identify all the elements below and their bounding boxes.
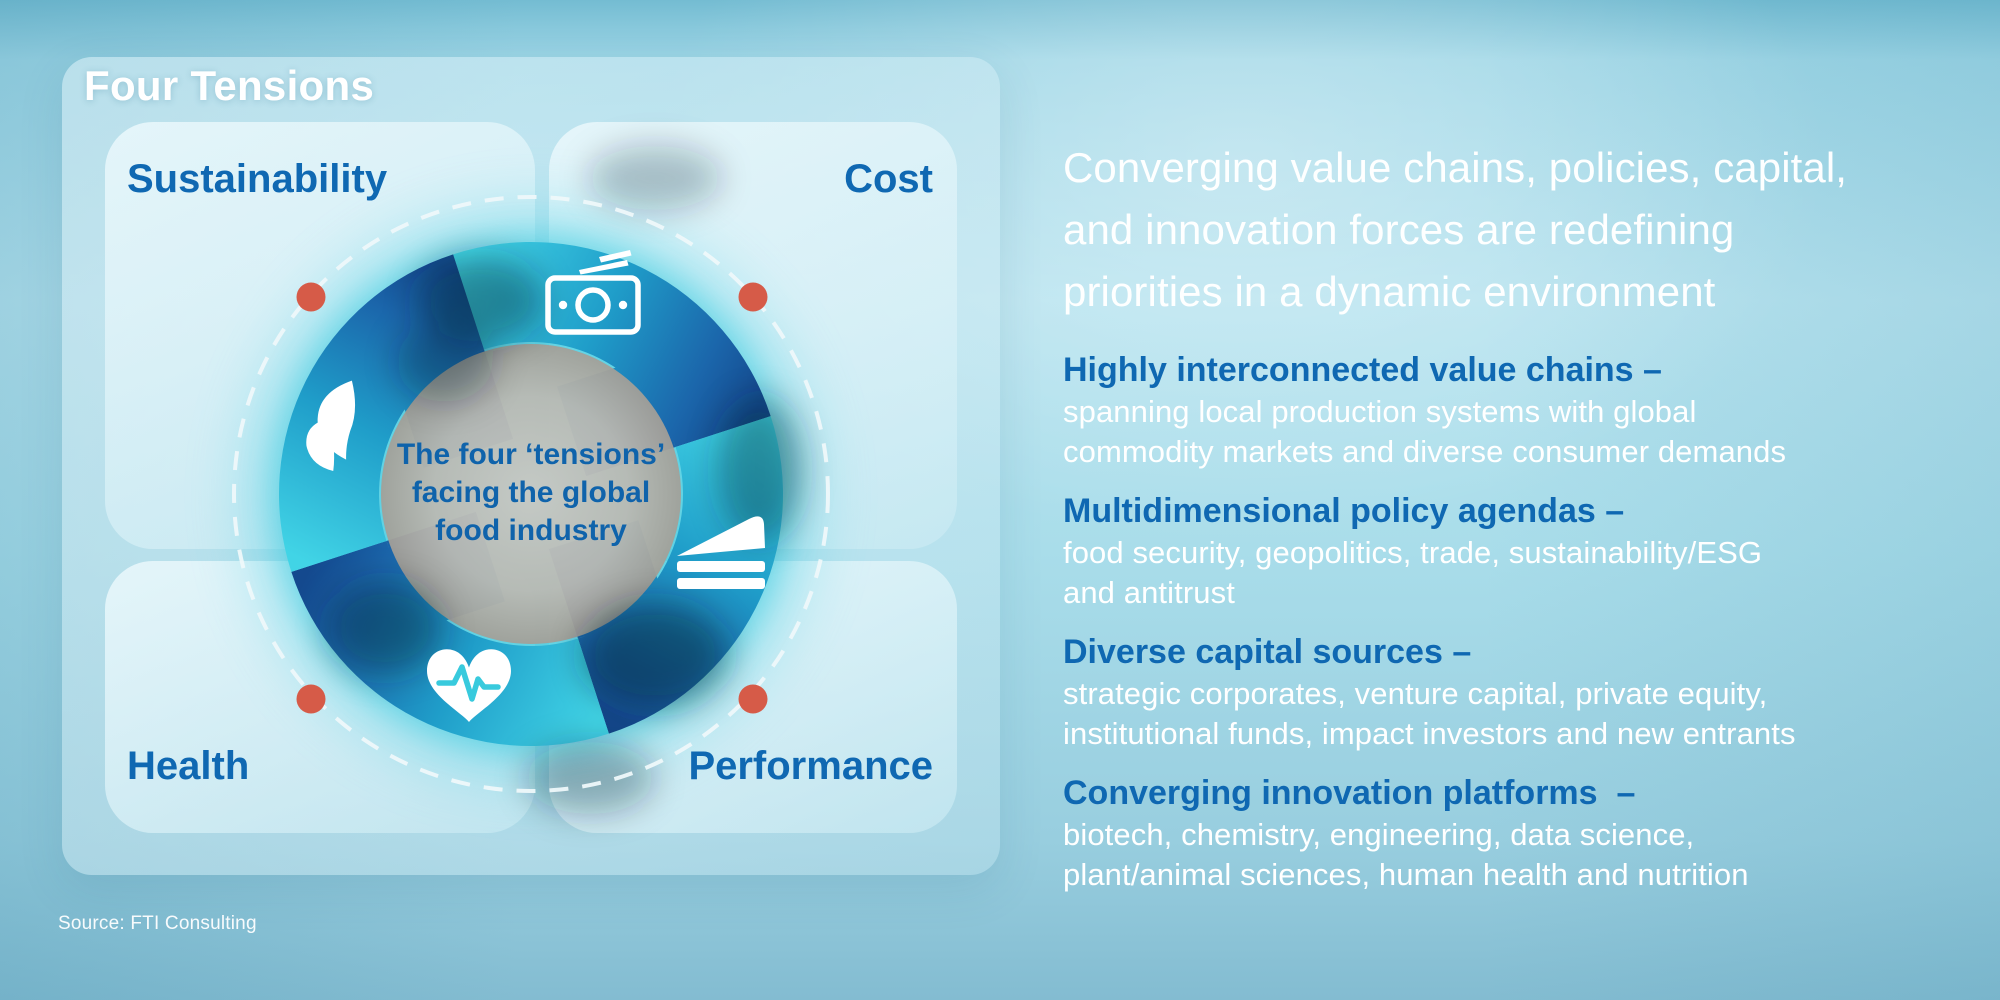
bullet-body-line: and antitrust <box>1063 575 1235 610</box>
center-circle-text: The four ‘tensions’ facing the global fo… <box>371 436 691 550</box>
dot-top-right <box>738 282 768 312</box>
bullet-body-line: institutional funds, impact investors an… <box>1063 716 1796 751</box>
headline-line: priorities in a dynamic environment <box>1063 268 1716 315</box>
bullet-body-line: commodity markets and diverse consumer d… <box>1063 434 1787 469</box>
quadrant-label-cost: Cost <box>844 157 933 201</box>
corner-dots <box>296 282 768 714</box>
bullet-body-line: plant/animal sciences, human health and … <box>1063 857 1749 892</box>
quadrant-label-performance: Performance <box>688 744 933 788</box>
heart-pulse-icon <box>427 649 511 722</box>
bullet-title: Multidimensional policy agendas – <box>1063 492 1625 530</box>
dot-bottom-left <box>296 684 326 714</box>
leaf-icon <box>306 380 356 472</box>
bullet-policy-agendas: Multidimensional policy agendas – food s… <box>1063 489 1993 613</box>
cake-icon <box>677 516 765 589</box>
bullet-title: Highly interconnected value chains – <box>1063 351 1662 389</box>
center-line: food industry <box>435 514 627 547</box>
headline-line: and innovation forces are redefining <box>1063 206 1735 253</box>
quadrant-label-sustainability: Sustainability <box>127 157 388 201</box>
center-line: facing the global <box>411 476 651 509</box>
source-text: Source: FTI Consulting <box>58 913 257 934</box>
bullet-body-line: biotech, chemistry, engineering, data sc… <box>1063 817 1695 852</box>
shadow-blobs <box>329 146 802 814</box>
bullet-body-line: spanning local production systems with g… <box>1063 394 1697 429</box>
bullet-title: Converging innovation platforms – <box>1063 774 1636 812</box>
dot-top-left <box>296 282 326 312</box>
bullet-body-line: strategic corporates, venture capital, p… <box>1063 676 1768 711</box>
headline-line: Converging value chains, policies, capit… <box>1063 144 1848 191</box>
bullet-value-chains: Highly interconnected value chains – spa… <box>1063 348 1993 472</box>
bullet-capital-sources: Diverse capital sources – strategic corp… <box>1063 630 1993 754</box>
headline: Converging value chains, policies, capit… <box>1063 137 1993 323</box>
quadrant-label-health: Health <box>127 744 250 788</box>
bullet-title: Diverse capital sources – <box>1063 633 1472 671</box>
money-icon <box>545 250 641 335</box>
bullet-innovation-platforms: Converging innovation platforms – biotec… <box>1063 771 1993 895</box>
center-circle <box>381 344 681 644</box>
center-line: The four ‘tensions’ <box>396 438 666 471</box>
panel-title: Four Tensions <box>84 62 375 109</box>
bullet-list: Highly interconnected value chains – spa… <box>1063 348 1993 912</box>
dot-bottom-right <box>738 684 768 714</box>
dashed-circle <box>232 195 830 793</box>
bullet-body-line: food security, geopolitics, trade, susta… <box>1063 535 1763 570</box>
